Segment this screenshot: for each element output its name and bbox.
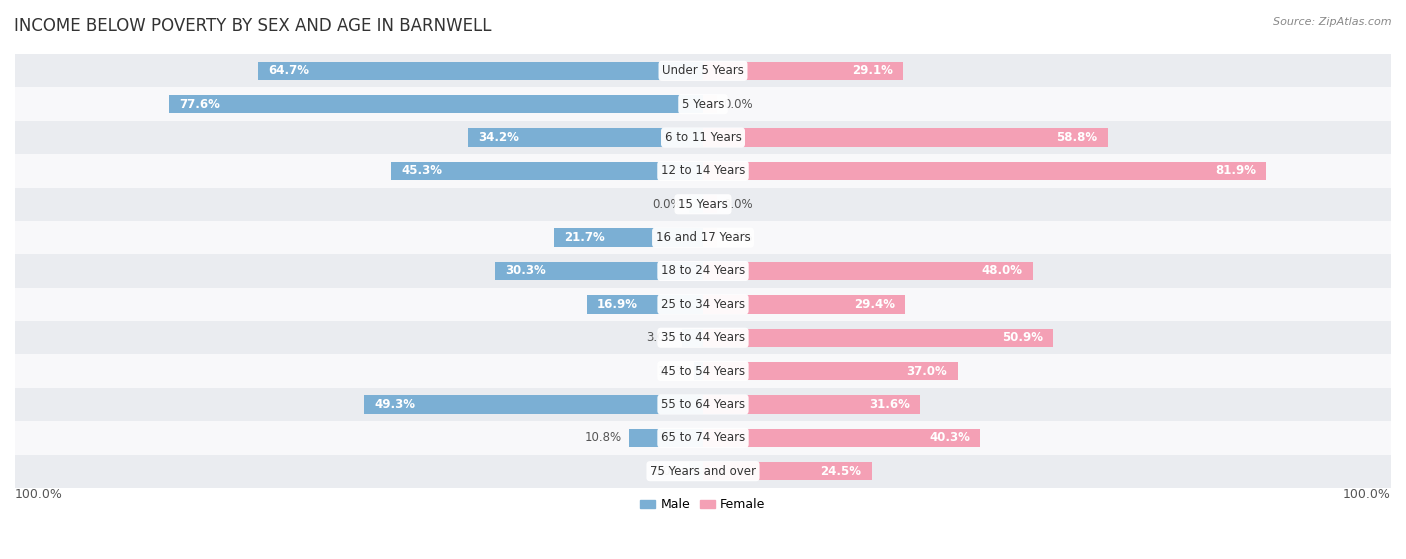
Bar <box>15 221 1391 254</box>
Text: 50.9%: 50.9% <box>1002 331 1043 344</box>
Text: 25 to 34 Years: 25 to 34 Years <box>661 298 745 311</box>
Text: Source: ZipAtlas.com: Source: ZipAtlas.com <box>1274 17 1392 27</box>
Text: 5 Years: 5 Years <box>682 98 724 111</box>
Bar <box>703 295 905 314</box>
Bar <box>15 154 1391 188</box>
Text: 31.6%: 31.6% <box>869 398 910 411</box>
Bar <box>15 288 1391 321</box>
Bar <box>703 429 980 447</box>
Bar <box>703 162 1267 180</box>
Text: 16 and 17 Years: 16 and 17 Years <box>655 231 751 244</box>
Bar <box>703 462 872 480</box>
Bar <box>703 195 717 214</box>
Bar <box>703 395 921 414</box>
Text: 75 Years and over: 75 Years and over <box>650 465 756 478</box>
Text: 21.7%: 21.7% <box>564 231 605 244</box>
Bar <box>15 88 1391 121</box>
Text: 65 to 74 Years: 65 to 74 Years <box>661 432 745 444</box>
Bar <box>391 162 703 180</box>
Bar <box>468 129 703 146</box>
Text: 24.5%: 24.5% <box>820 465 862 478</box>
Text: 35 to 44 Years: 35 to 44 Years <box>661 331 745 344</box>
Text: 12 to 14 Years: 12 to 14 Years <box>661 164 745 177</box>
Bar <box>703 61 903 80</box>
Text: 29.1%: 29.1% <box>852 64 893 77</box>
Bar <box>703 362 957 380</box>
Text: INCOME BELOW POVERTY BY SEX AND AGE IN BARNWELL: INCOME BELOW POVERTY BY SEX AND AGE IN B… <box>14 17 492 35</box>
Text: 15 Years: 15 Years <box>678 198 728 211</box>
Bar <box>554 229 703 247</box>
Bar <box>495 262 703 280</box>
Text: 30.3%: 30.3% <box>505 264 546 277</box>
Text: 100.0%: 100.0% <box>1343 488 1391 501</box>
Text: 0.0%: 0.0% <box>724 198 754 211</box>
Bar <box>15 421 1391 454</box>
Text: 34.2%: 34.2% <box>478 131 519 144</box>
Text: 18 to 24 Years: 18 to 24 Years <box>661 264 745 277</box>
Bar <box>169 95 703 113</box>
Text: 6 to 11 Years: 6 to 11 Years <box>665 131 741 144</box>
Bar <box>628 429 703 447</box>
Text: 48.0%: 48.0% <box>981 264 1024 277</box>
Bar <box>15 354 1391 388</box>
Bar <box>689 195 703 214</box>
Bar <box>15 121 1391 154</box>
Text: 55 to 64 Years: 55 to 64 Years <box>661 398 745 411</box>
Text: 10.8%: 10.8% <box>585 432 621 444</box>
Bar <box>15 454 1391 488</box>
Text: 45.3%: 45.3% <box>402 164 443 177</box>
Bar <box>703 95 717 113</box>
Text: Under 5 Years: Under 5 Years <box>662 64 744 77</box>
Text: 0.0%: 0.0% <box>724 231 754 244</box>
Text: 3.0%: 3.0% <box>645 331 675 344</box>
Bar <box>364 395 703 414</box>
Text: 29.4%: 29.4% <box>853 298 896 311</box>
Text: 37.0%: 37.0% <box>907 364 948 377</box>
Text: 58.8%: 58.8% <box>1056 131 1097 144</box>
Bar <box>257 61 703 80</box>
Text: 49.3%: 49.3% <box>374 398 415 411</box>
Bar <box>682 329 703 347</box>
Bar <box>695 362 703 380</box>
Bar <box>586 295 703 314</box>
Bar <box>689 462 703 480</box>
Bar <box>15 254 1391 288</box>
Text: 100.0%: 100.0% <box>15 488 63 501</box>
Text: 1.3%: 1.3% <box>658 364 688 377</box>
Text: 0.0%: 0.0% <box>652 465 682 478</box>
Text: 81.9%: 81.9% <box>1215 164 1256 177</box>
Text: 77.6%: 77.6% <box>180 98 221 111</box>
Text: 0.0%: 0.0% <box>652 198 682 211</box>
Text: 0.0%: 0.0% <box>724 98 754 111</box>
Bar <box>703 229 717 247</box>
Bar <box>15 54 1391 88</box>
Text: 64.7%: 64.7% <box>269 64 309 77</box>
Bar <box>15 188 1391 221</box>
Bar <box>703 262 1033 280</box>
Bar <box>703 129 1108 146</box>
Bar <box>15 388 1391 421</box>
Bar <box>15 321 1391 354</box>
Text: 45 to 54 Years: 45 to 54 Years <box>661 364 745 377</box>
Legend: Male, Female: Male, Female <box>636 493 770 517</box>
Text: 16.9%: 16.9% <box>598 298 638 311</box>
Bar <box>703 329 1053 347</box>
Text: 40.3%: 40.3% <box>929 432 970 444</box>
